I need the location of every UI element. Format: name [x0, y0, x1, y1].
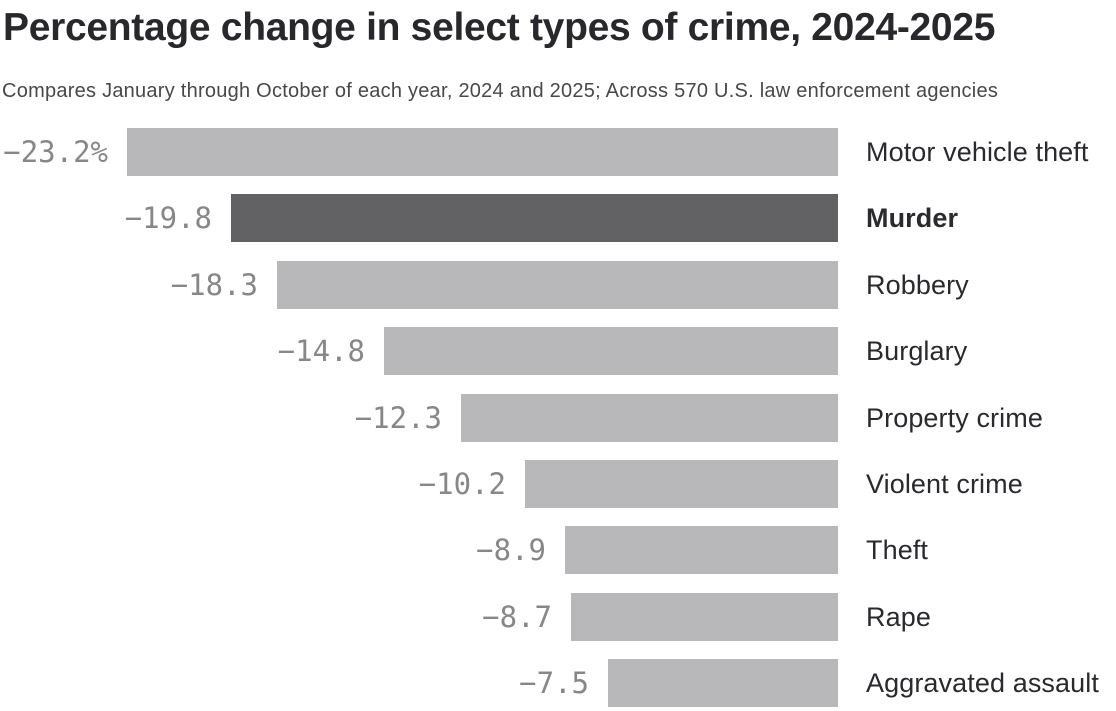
chart-row: −7.5 Aggravated assault [0, 659, 1116, 707]
bar-motor-vehicle-theft [127, 128, 838, 176]
bar-property-crime [461, 394, 838, 442]
value-label-motor-vehicle-theft: −23.2% [3, 135, 108, 169]
bar-theft [565, 526, 838, 574]
chart-row: −10.2 Violent crime [0, 460, 1116, 508]
chart-subtitle: Compares January through October of each… [2, 80, 999, 102]
bar-murder [231, 194, 838, 242]
value-label-robbery: −18.3 [170, 268, 258, 302]
value-label-aggravated-assault: −7.5 [519, 666, 589, 700]
chart-title: Percentage change in select types of cri… [3, 6, 996, 49]
category-label-burglary: Burglary [866, 336, 968, 366]
value-label-murder: −19.8 [124, 201, 212, 235]
value-label-theft: −8.9 [476, 533, 546, 567]
category-label-murder: Murder [866, 203, 959, 233]
category-label-robbery: Robbery [866, 270, 969, 300]
value-label-violent-crime: −10.2 [418, 467, 506, 501]
category-label-rape: Rape [866, 602, 931, 632]
bar-burglary [384, 327, 838, 375]
category-label-property-crime: Property crime [866, 403, 1043, 433]
chart-row: −23.2% Motor vehicle theft [0, 128, 1116, 176]
bar-violent-crime [525, 460, 838, 508]
value-label-property-crime: −12.3 [354, 401, 442, 435]
category-label-aggravated-assault: Aggravated assault [866, 668, 1099, 698]
category-label-motor-vehicle-theft: Motor vehicle theft [866, 137, 1089, 167]
chart-row: −19.8 Murder [0, 194, 1116, 242]
value-label-rape: −8.7 [482, 600, 552, 634]
chart-row: −8.9 Theft [0, 526, 1116, 574]
chart-row: −18.3 Robbery [0, 261, 1116, 309]
bar-robbery [277, 261, 838, 309]
chart-row: −8.7 Rape [0, 593, 1116, 641]
bar-rape [571, 593, 838, 641]
value-label-burglary: −14.8 [277, 334, 365, 368]
chart-row: −12.3 Property crime [0, 394, 1116, 442]
category-label-violent-crime: Violent crime [866, 469, 1023, 499]
chart-row: −14.8 Burglary [0, 327, 1116, 375]
category-label-theft: Theft [866, 535, 929, 565]
bar-aggravated-assault [608, 659, 838, 707]
